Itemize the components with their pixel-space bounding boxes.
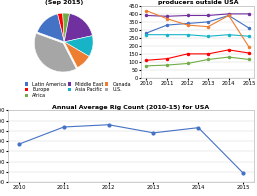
- Canada: [207, 25, 210, 28]
- Line: Europe: Europe: [145, 49, 250, 61]
- Middle East: [166, 15, 169, 17]
- Latin America: [166, 24, 169, 26]
- Middle East: [186, 14, 189, 17]
- Wedge shape: [63, 13, 70, 42]
- Europe: [227, 49, 230, 51]
- Asia Pacific: [227, 34, 230, 36]
- Africa: [145, 65, 148, 67]
- Latin America: [145, 32, 148, 34]
- Wedge shape: [64, 14, 93, 42]
- Wedge shape: [34, 33, 76, 72]
- Legend: Latin America, Europe, Africa, Middle East, Asia Pacific, Canada, U.S.: Latin America, Europe, Africa, Middle Ea…: [25, 82, 131, 98]
- Line: Latin America: Latin America: [145, 15, 250, 34]
- Asia Pacific: [145, 34, 148, 36]
- Africa: [248, 58, 251, 61]
- Africa: [227, 56, 230, 58]
- Africa: [166, 64, 169, 66]
- Title: Worldwide Rig Count
(Sep 2015): Worldwide Rig Count (Sep 2015): [27, 0, 101, 5]
- Europe: [248, 52, 251, 54]
- Canada: [248, 46, 251, 49]
- Africa: [207, 58, 210, 61]
- Canada: [166, 17, 169, 20]
- Asia Pacific: [248, 35, 251, 37]
- Canada: [145, 9, 148, 12]
- Asia Pacific: [207, 35, 210, 37]
- Line: Asia Pacific: Asia Pacific: [145, 34, 250, 37]
- Title: Annual Average Rig Count (2010-15) for USA: Annual Average Rig Count (2010-15) for U…: [52, 105, 210, 110]
- Latin America: [248, 27, 251, 29]
- Asia Pacific: [186, 34, 189, 36]
- Europe: [166, 57, 169, 60]
- Africa: [186, 62, 189, 65]
- Wedge shape: [37, 14, 64, 42]
- Wedge shape: [64, 36, 93, 56]
- Middle East: [227, 13, 230, 15]
- Middle East: [145, 14, 148, 17]
- Canada: [227, 14, 230, 17]
- Asia Pacific: [166, 34, 169, 36]
- Title: Annual Average Rig Count (2010-15) for major oil
producers outside USA: Annual Average Rig Count (2010-15) for m…: [111, 0, 257, 5]
- Line: Africa: Africa: [145, 56, 250, 67]
- Latin America: [186, 22, 189, 25]
- Middle East: [207, 14, 210, 17]
- Latin America: [227, 14, 230, 17]
- Latin America: [207, 21, 210, 23]
- Middle East: [248, 13, 251, 15]
- Line: Canada: Canada: [145, 10, 250, 49]
- Europe: [207, 53, 210, 55]
- Canada: [186, 24, 189, 26]
- Wedge shape: [58, 13, 64, 42]
- Line: Middle East: Middle East: [145, 13, 250, 17]
- Europe: [145, 59, 148, 62]
- Wedge shape: [64, 42, 89, 67]
- Europe: [186, 53, 189, 55]
